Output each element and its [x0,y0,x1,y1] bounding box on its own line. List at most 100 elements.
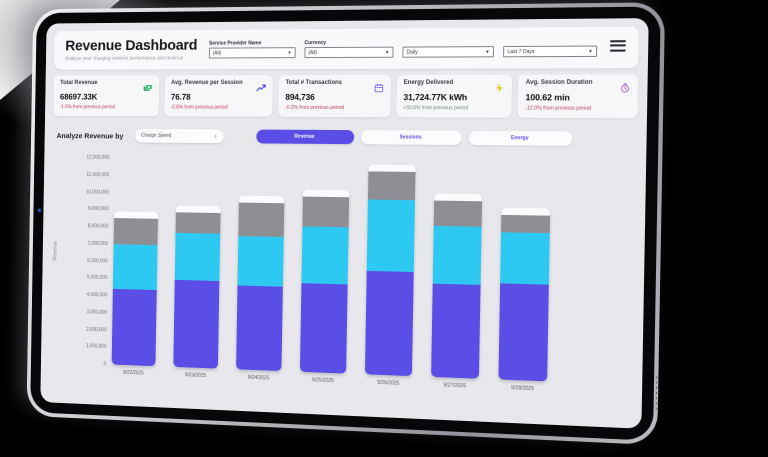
bar-segment-bottom-purple [498,283,549,382]
x-axis-label: 9/22/2025 [122,369,144,377]
speaker-vents [655,376,658,410]
chevron-down-icon: ▼ [384,49,390,55]
chevron-right-icon: › [214,132,217,140]
tablet-bezel: Revenue Dashboard Analyze your charging … [30,6,661,441]
bars: 9/22/2025 9/23/2025 9/24/2025 9/25/2025 9/26… [111,158,551,392]
revenue-chart: Revenue 9/22/2025 9/23/2025 9/24/2025 9/25/… [49,154,637,420]
y-tick-label: 5,000,000 [86,274,108,282]
bar-9/24/2025[interactable]: 9/24/2025 [236,159,285,382]
bar-segment-bottom-purple [236,285,283,372]
breakdown-value: Charge Speed [141,132,172,139]
bar-segment-middle-cyan [366,199,415,273]
kpi-title: Avg. Session Duration [525,79,593,86]
calendar-icon [374,80,384,90]
filter-group: Service Provider Name (All) ▼ Currency (… [208,37,598,59]
bar-segment-middle-cyan [237,236,284,287]
filter-date-range: Last 7 Days ▼ [503,37,598,58]
front-camera-icon [38,208,41,212]
bar-segment-middle-cyan [112,243,158,290]
chevron-down-icon: ▼ [287,50,292,56]
tab-revenue[interactable]: Revenue [255,129,354,145]
bar-segment-top-gray [501,214,551,234]
x-axis-label: 9/27/2025 [443,382,467,390]
bar-segment-top-gray [367,171,416,201]
bar-9/28/2025[interactable]: 9/28/2025 [498,162,551,392]
stacked-bar [364,164,416,377]
kpi-card-avg-revenue-per-session: Avg. Revenue per Session 76.78 -0.8% fro… [163,75,274,117]
charge-speed-dropdown[interactable]: Charge Speed › [134,128,224,144]
filter-label: Service Provider Name [209,39,262,47]
select-value: Last 7 Days [507,48,535,55]
y-tick-label: 8,000,000 [87,223,109,230]
chevron-down-icon: ▼ [485,49,490,55]
date-range-select[interactable]: Last 7 Days ▼ [503,45,598,58]
stacked-bar [111,211,159,367]
y-tick-label: 6,000,000 [87,257,108,264]
y-tick-label: 11,000,000 [86,171,110,178]
granularity-select[interactable]: Daily ▼ [402,46,494,58]
kpi-delta: -0.2% from previous period [285,104,345,112]
bar-segment-top-gray [302,196,350,228]
y-tick-label: 1,000,000 [85,343,107,350]
filter-granularity: Daily ▼ [402,38,494,58]
dashboard-screen: Revenue Dashboard Analyze your charging … [40,18,649,429]
bar-segment-top-gray [238,202,285,238]
hamburger-menu-icon[interactable] [609,39,626,52]
x-axis-label: 9/24/2025 [247,374,270,382]
bar-segment-bottom-purple [431,283,481,379]
kpi-value: 68697.33K [59,91,98,102]
kpi-title: Total Revenue [60,80,98,87]
chart-controls-row: Analyze Revenue by Charge Speed › Revenu… [53,128,637,146]
service-provider-select[interactable]: (All) ▼ [208,47,296,59]
bar-9/25/2025[interactable]: 9/25/2025 [299,160,350,384]
currency-select[interactable]: (All) ▼ [304,46,394,59]
bar-segment-bottom-purple [173,280,220,369]
tab-sessions[interactable]: Sessions [360,130,462,145]
kpi-delta: +50.8% from previous period [403,105,469,112]
bar-segment-top-gray [175,212,221,235]
bar-segment-middle-cyan [432,225,482,285]
kpi-card-avg-session-duration: Avg. Session Duration 100.62 min -12.0% … [517,74,639,119]
bar-segment-bottom-purple [364,270,414,377]
filter-label: Currency [304,39,327,46]
bar-9/26/2025[interactable]: 9/26/2025 [364,160,416,387]
kpi-value: 31,724.77K kWh [403,92,468,103]
kpi-card-total-revenue: Total Revenue 68697.33K -1.0% from previ… [53,75,160,117]
analyze-by-label: Analyze Revenue by [56,130,124,140]
bar-segment-middle-cyan [500,232,550,285]
select-value: (All) [308,49,318,56]
kpi-title: Total # Transactions [285,79,343,86]
y-tick-label: 4,000,000 [86,291,108,299]
bar-segment-top-gray [113,218,158,245]
y-tick-label: 10,000,000 [85,188,109,196]
select-value: (All) [212,50,222,56]
y-tick-label: 7,000,000 [87,240,109,247]
bar-segment-bottom-purple [299,283,348,374]
page-title: Revenue Dashboard [65,36,198,55]
kpi-value: 100.62 min [525,92,570,103]
tab-energy[interactable]: Energy [468,130,573,146]
y-tick-label: 12,000,000 [86,154,110,161]
bar-9/27/2025[interactable]: 9/27/2025 [431,161,483,389]
bar-9/23/2025[interactable]: 9/23/2025 [173,158,221,379]
kpi-value: 76.78 [170,91,191,102]
kpi-card-total-transactions: Total # Transactions 894,736 -0.2% from … [278,74,391,118]
select-value: Daily [406,49,418,56]
page-subtitle: Analyze your charging network performanc… [65,55,184,62]
filter-service-provider: Service Provider Name (All) ▼ [208,39,296,59]
bar-segment-middle-cyan [301,226,349,285]
tablet-device-frame: Revenue Dashboard Analyze your charging … [26,2,666,446]
kpi-row: Total Revenue 68697.33K -1.0% from previ… [53,74,639,119]
bar-segment-middle-cyan [174,233,221,282]
filter-label [503,38,597,45]
x-axis-label: 9/26/2025 [377,379,400,387]
x-axis-label: 9/25/2025 [311,377,334,385]
kpi-title: Avg. Revenue per Session [171,80,243,87]
metric-tabs: Revenue Sessions Energy [255,129,573,146]
bar-segment-top-gray [433,200,483,227]
filter-currency: Currency (All) ▼ [304,39,394,59]
bar-9/22/2025[interactable]: 9/22/2025 [111,158,159,376]
stacked-bar [498,207,551,382]
kpi-delta: -0.8% from previous period [170,104,228,111]
clock-icon [620,80,631,90]
